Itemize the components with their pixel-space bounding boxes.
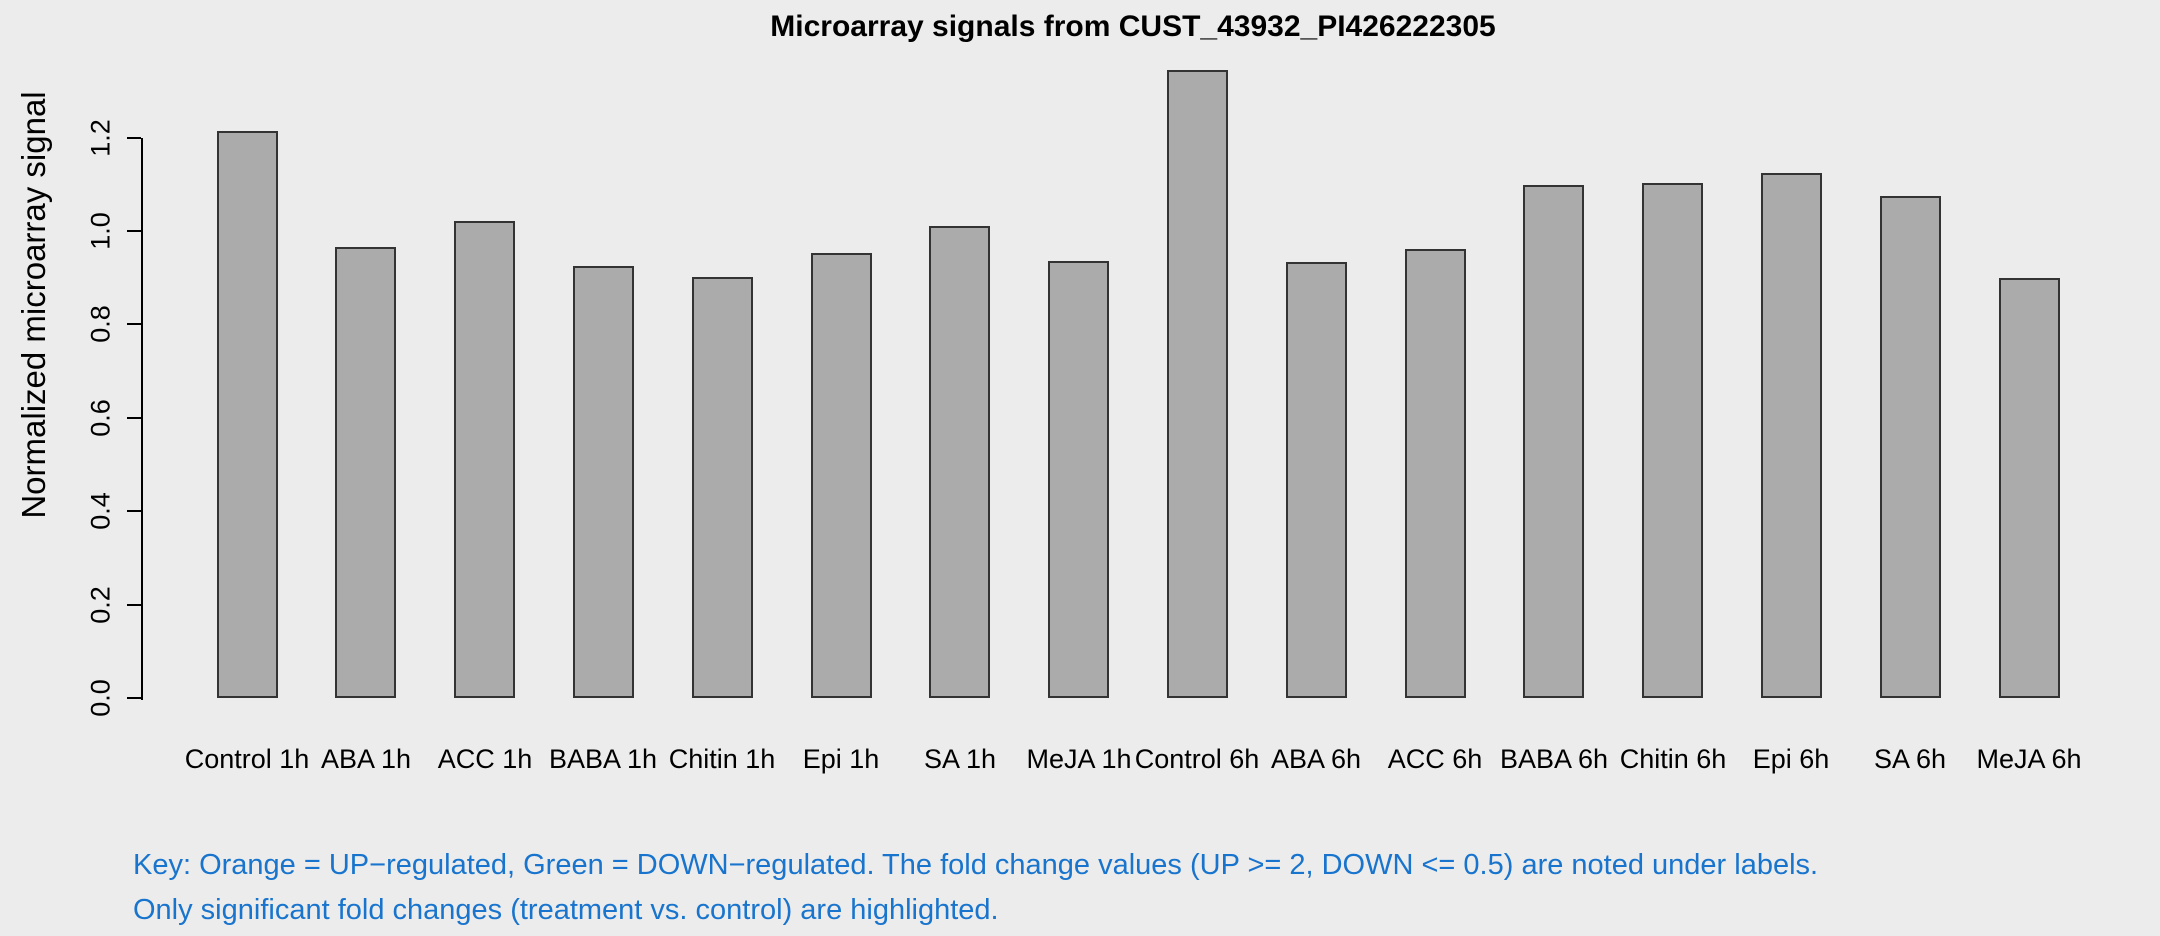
- bar-sa-1h: [929, 226, 990, 698]
- bar-aba-1h: [335, 247, 396, 698]
- x-label-chitin-6h: Chitin 6h: [1619, 744, 1727, 774]
- bar-control-1h: [217, 131, 278, 698]
- bar-baba-1h: [573, 266, 634, 698]
- y-tick-mark: [127, 416, 141, 419]
- bar-acc-6h: [1405, 249, 1466, 698]
- x-label-aba-6h: ABA 6h: [1270, 744, 1362, 774]
- x-label-acc-6h: ACC 6h: [1387, 744, 1483, 774]
- bar-control-6h: [1167, 70, 1228, 698]
- y-tick-mark: [127, 230, 141, 232]
- x-label-baba-1h: BABA 1h: [548, 744, 658, 774]
- x-label-baba-6h: BABA 6h: [1499, 744, 1609, 774]
- y-tick-label-text: 0.4: [85, 492, 116, 530]
- bar-epi-6h: [1761, 173, 1822, 698]
- y-tick-label-text: 0.2: [85, 585, 116, 624]
- bar-chitin-1h: [692, 277, 753, 698]
- y-tick-label-text: 1.2: [85, 118, 116, 157]
- chart-title: Microarray signals from CUST_43932_PI426…: [770, 10, 1496, 43]
- x-label-epi-1h: Epi 1h: [802, 744, 880, 774]
- y-tick-label-text: 0.8: [85, 305, 116, 344]
- y-tick-mark: [127, 603, 141, 606]
- x-label-acc-1h: ACC 1h: [437, 744, 533, 774]
- y-tick-label-text: 1.0: [85, 212, 116, 250]
- y-tick-mark: [127, 697, 141, 699]
- x-label-epi-6h: Epi 6h: [1752, 744, 1830, 774]
- y-axis-title-text: Normalized microarray signal: [15, 91, 52, 519]
- x-label-control-6h: Control 6h: [1134, 744, 1260, 774]
- bar-meja-1h: [1048, 261, 1109, 698]
- bar-acc-1h: [454, 221, 515, 698]
- legend-key-note: Key: Orange = UP−regulated, Green = DOWN…: [133, 843, 1818, 933]
- x-label-meja-6h: MeJA 6h: [1976, 744, 2082, 774]
- x-label-aba-1h: ABA 1h: [320, 744, 412, 774]
- bar-chitin-6h: [1642, 183, 1703, 698]
- x-label-chitin-1h: Chitin 1h: [668, 744, 776, 774]
- x-label-sa-6h: SA 6h: [1873, 744, 1947, 774]
- x-label-control-1h: Control 1h: [184, 744, 310, 774]
- x-label-meja-1h: MeJA 1h: [1026, 744, 1132, 774]
- y-tick-label-text: 0.0: [85, 679, 116, 717]
- bar-baba-6h: [1523, 185, 1584, 698]
- y-axis-line: [141, 137, 143, 700]
- y-tick-mark: [127, 136, 141, 139]
- x-label-sa-1h: SA 1h: [923, 744, 997, 774]
- y-tick-mark: [127, 510, 141, 513]
- bar-epi-1h: [811, 253, 872, 698]
- bar-aba-6h: [1286, 262, 1347, 698]
- y-tick-label-text: 0.6: [85, 399, 116, 437]
- legend-key-line-2: Only significant fold changes (treatment…: [133, 894, 999, 926]
- bar-meja-6h: [1999, 278, 2060, 698]
- legend-key-line-1: Key: Orange = UP−regulated, Green = DOWN…: [133, 849, 1819, 881]
- y-tick-mark: [127, 323, 141, 326]
- bar-sa-6h: [1880, 196, 1941, 698]
